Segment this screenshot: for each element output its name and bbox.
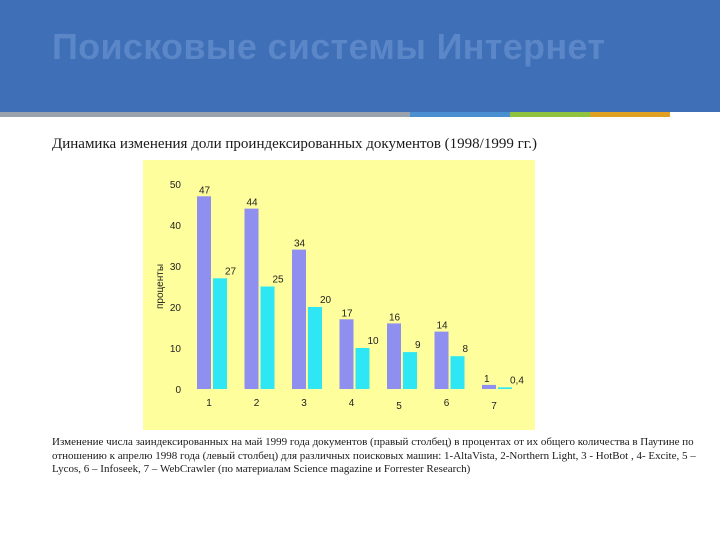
- accent-strip-orange: [590, 112, 670, 117]
- data-label: 9: [415, 340, 421, 351]
- bar-s1-c4: [339, 319, 354, 389]
- bar-s2-c7: [498, 387, 512, 389]
- y-tick-label: 10: [170, 344, 182, 355]
- x-tick-label: 7: [491, 401, 497, 412]
- data-label: 17: [342, 308, 354, 319]
- y-tick-label: 0: [175, 385, 181, 396]
- x-tick-label: 3: [301, 398, 307, 409]
- bar-s2-c3: [308, 307, 322, 389]
- bar-s1-c6: [434, 331, 449, 389]
- bar-s2-c6: [450, 356, 465, 389]
- y-tick-label: 40: [170, 221, 182, 232]
- x-tick-label: 6: [444, 398, 450, 409]
- slide-header: Поисковые системы Интернет: [0, 0, 720, 112]
- data-label: 44: [247, 198, 259, 209]
- x-tick-label: 2: [254, 398, 260, 409]
- bar-s1-c3: [292, 249, 306, 389]
- data-label: 20: [320, 295, 332, 306]
- y-tick-label: 20: [170, 303, 182, 314]
- data-label: 8: [463, 344, 469, 355]
- y-axis-label: проценты: [155, 264, 166, 309]
- chart-caption: Изменение числа заиндексированных на май…: [52, 436, 696, 475]
- bar-s2-c2: [260, 286, 275, 389]
- bar-s2-c5: [403, 352, 417, 389]
- accent-strip-green: [510, 112, 590, 117]
- data-label: 10: [368, 336, 380, 347]
- x-tick-label: 4: [349, 398, 355, 409]
- bar-s1-c1: [197, 196, 211, 389]
- data-label: 25: [273, 275, 285, 286]
- data-label: 14: [437, 321, 449, 332]
- bar-s1-c2: [244, 208, 259, 389]
- data-label: 16: [389, 312, 401, 323]
- y-tick-label: 50: [170, 180, 182, 191]
- accent-strip-blue: [410, 112, 510, 117]
- bar-s1-c5: [387, 323, 401, 389]
- data-label: 47: [199, 185, 211, 196]
- slide-subtitle: Динамика изменения доли проиндексированн…: [52, 136, 537, 152]
- accent-strip-gray: [0, 112, 410, 117]
- chart-panel: проценты 0 10 20 30 40 50 47 27 1 44 25 2 34 20 3 17 10 4 1…: [143, 160, 535, 430]
- data-label: 1: [484, 374, 490, 385]
- bar-s1-c7: [482, 384, 496, 389]
- data-label: 34: [294, 239, 306, 250]
- y-tick-label: 30: [170, 262, 182, 273]
- bar-s2-c1: [213, 278, 227, 389]
- data-label: 27: [225, 266, 237, 277]
- slide-title: Поисковые системы Интернет: [52, 26, 606, 67]
- data-label: 0,4: [510, 375, 524, 386]
- x-tick-label: 5: [396, 401, 402, 412]
- bar-s2-c4: [355, 348, 370, 389]
- x-tick-label: 1: [206, 398, 212, 409]
